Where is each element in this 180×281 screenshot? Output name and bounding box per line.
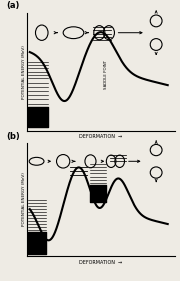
Text: DEFORMATION  →: DEFORMATION → xyxy=(79,134,122,139)
Text: DEFORMATION  →: DEFORMATION → xyxy=(79,260,122,265)
Text: (a): (a) xyxy=(6,1,20,10)
Text: SADDLE POINT: SADDLE POINT xyxy=(104,60,108,89)
Text: (b): (b) xyxy=(6,132,20,141)
Y-axis label: POTENTIAL ENERGY (MeV): POTENTIAL ENERGY (MeV) xyxy=(22,173,26,226)
Y-axis label: POTENTIAL ENERGY (MeV): POTENTIAL ENERGY (MeV) xyxy=(22,45,26,99)
